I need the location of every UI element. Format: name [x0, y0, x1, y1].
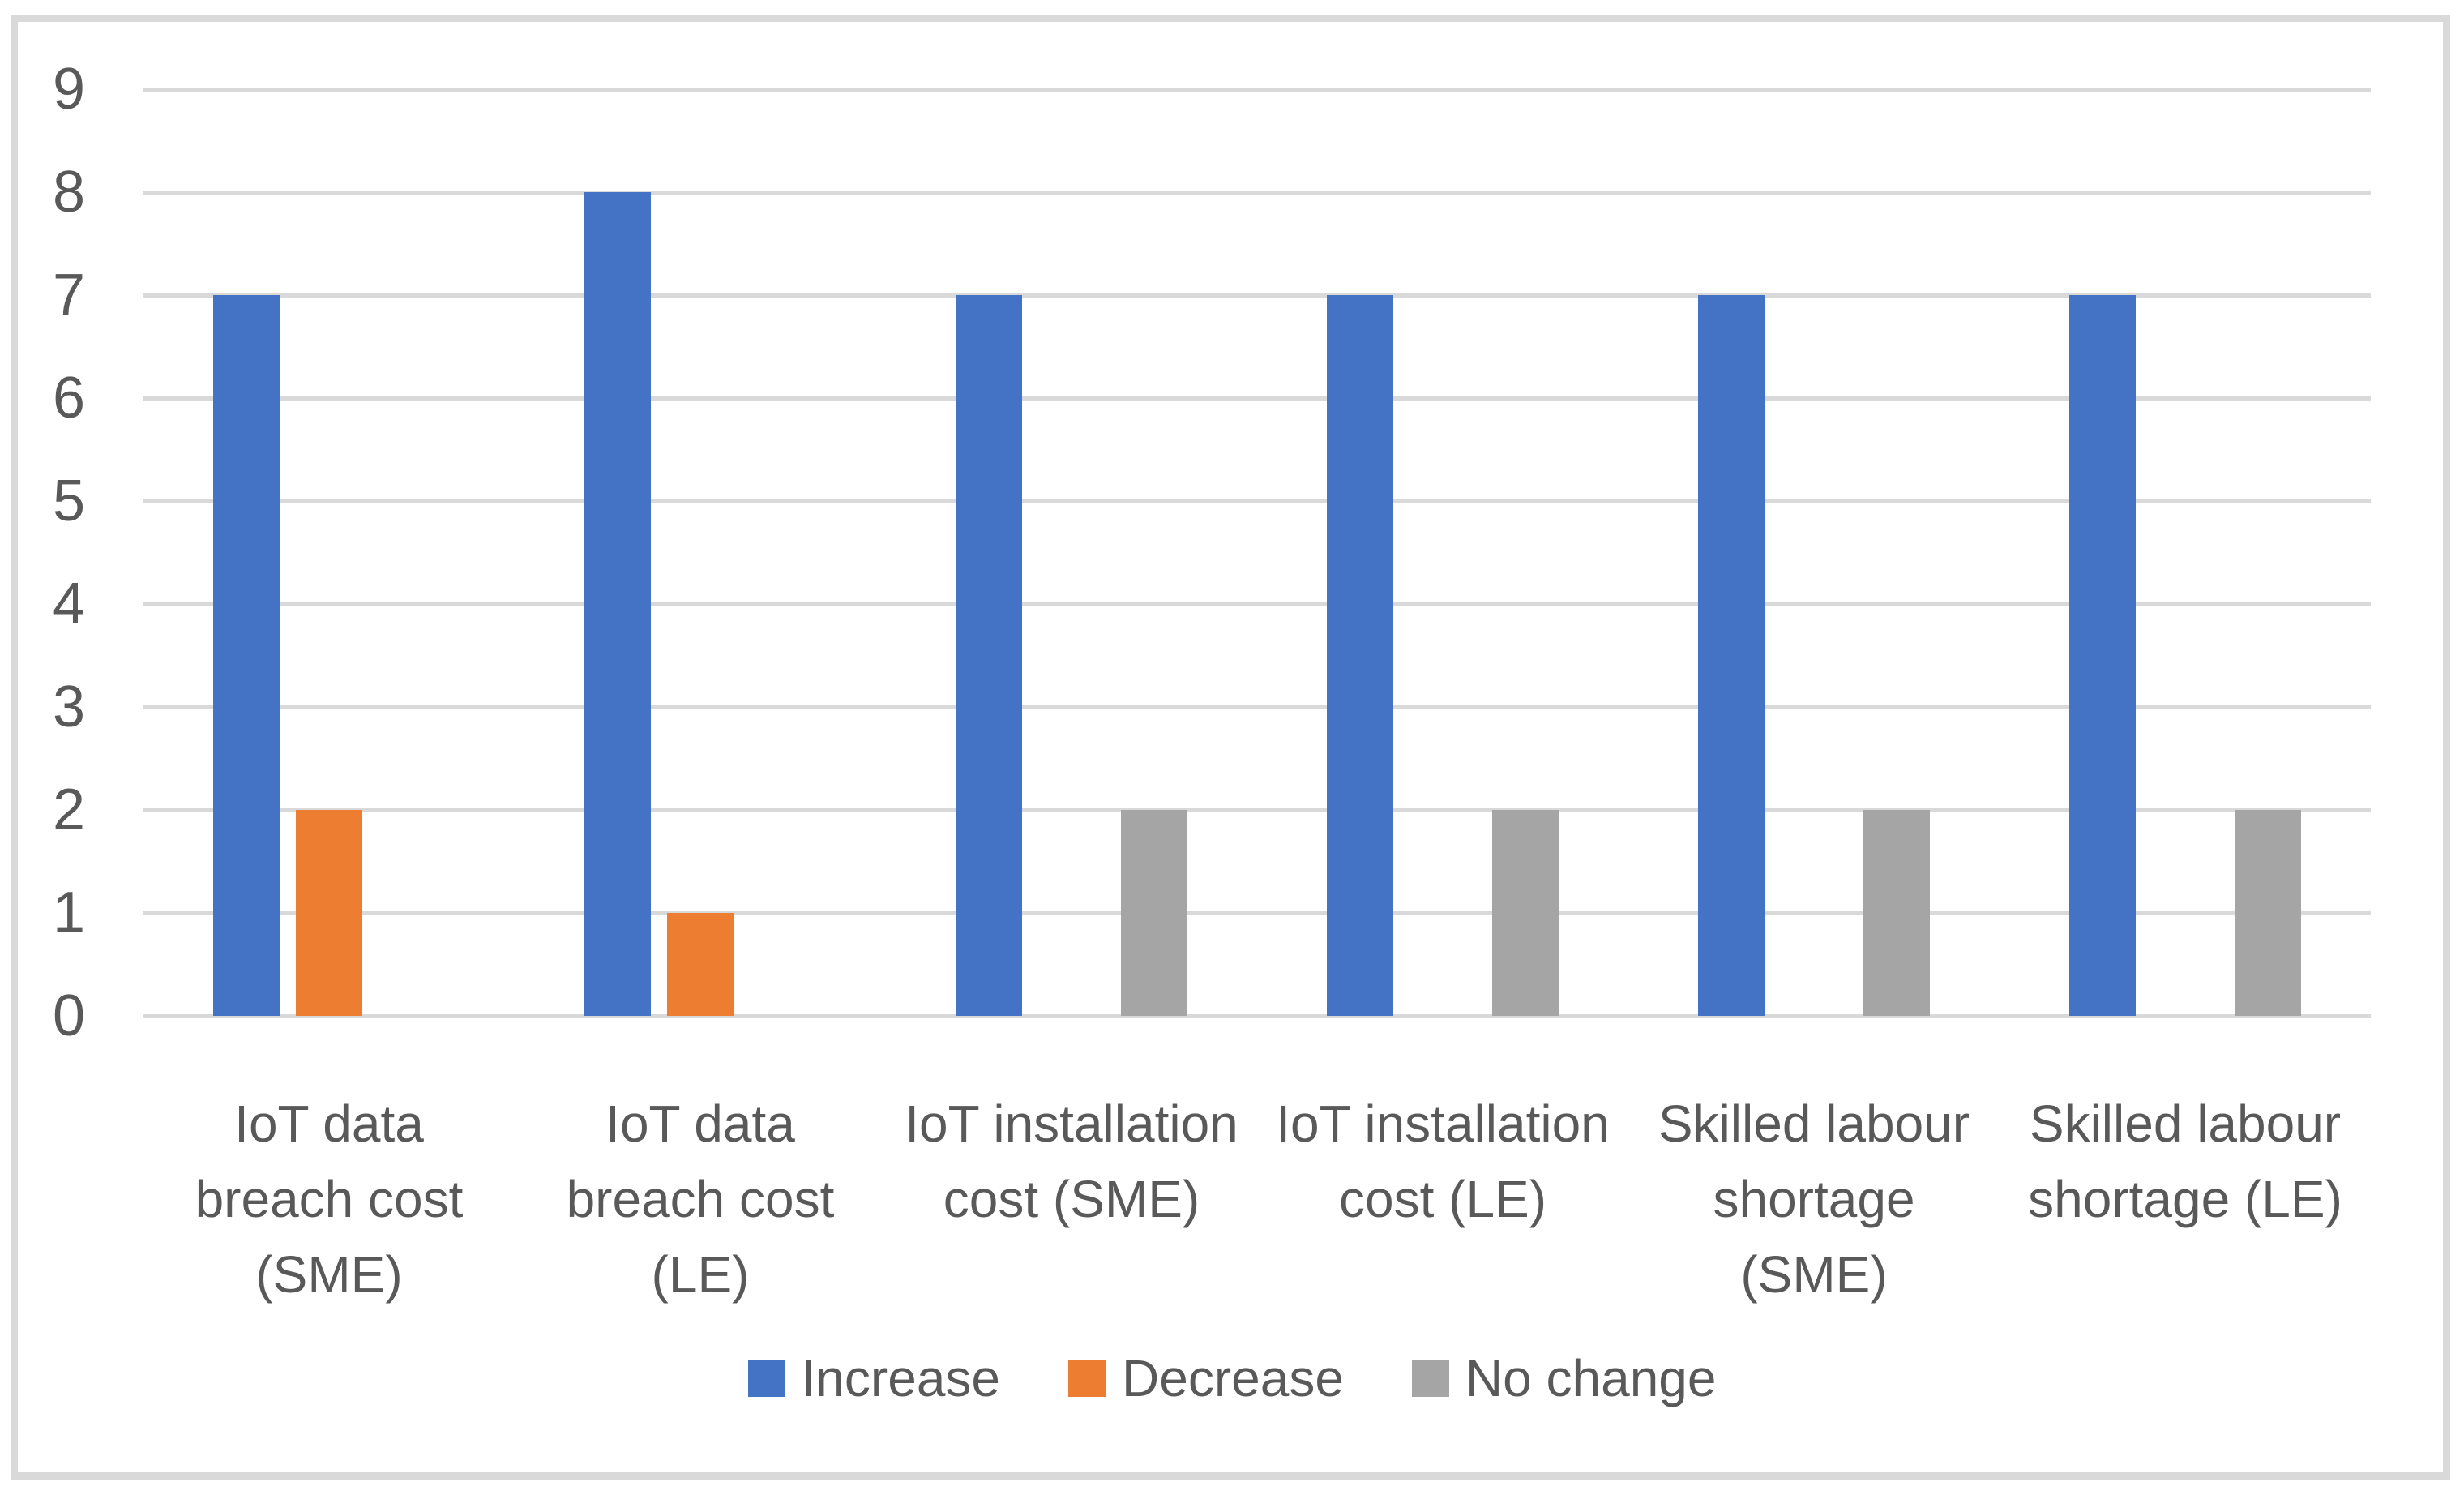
- category-label-iot-data-breach-cost-le-: IoT data breach cost (LE): [515, 1086, 886, 1313]
- category-label-line: breach cost: [195, 1170, 464, 1228]
- bar-group-6: [2000, 89, 2371, 1016]
- bar-group-4: [1257, 89, 1628, 1016]
- legend-label-increase: Increase: [801, 1349, 1000, 1407]
- bar-no-change-iot-installation-cost-le-: [1492, 810, 1559, 1016]
- chart-frame-border: [11, 15, 2450, 1480]
- bar-increase-skilled-labour-shortage-sme-: [1698, 295, 1765, 1016]
- gridline-y9: [143, 88, 2371, 92]
- category-label-line: Skilled labour: [2029, 1094, 2342, 1153]
- category-label-line: Skilled labour: [1658, 1094, 1970, 1153]
- bar-group-3: [886, 89, 1257, 1016]
- legend-label-decrease: Decrease: [1122, 1349, 1344, 1407]
- gridline-y8: [143, 191, 2371, 195]
- gridline-y0: [143, 1014, 2371, 1018]
- bar-increase-iot-installation-cost-sme-: [956, 295, 1022, 1016]
- category-label-line: breach cost: [566, 1170, 835, 1228]
- category-label-line: (SME): [1740, 1245, 1888, 1304]
- gridline-y6: [143, 396, 2371, 401]
- y-tick-label-0: 0: [52, 983, 86, 1048]
- category-label-line: IoT installation: [1276, 1094, 1610, 1153]
- category-label-line: cost (SME): [943, 1170, 1200, 1228]
- bar-group-2: [515, 89, 886, 1016]
- category-label-iot-data-breach-cost-sme-: IoT data breach cost (SME): [143, 1086, 515, 1313]
- legend: Increase Decrease No change: [0, 1342, 2464, 1415]
- category-label-line: IoT installation: [905, 1094, 1238, 1153]
- gridline-y5: [143, 499, 2371, 503]
- y-tick-label-7: 7: [52, 263, 86, 328]
- category-label-line: cost (LE): [1338, 1170, 1547, 1228]
- y-tick-label-3: 3: [52, 675, 86, 739]
- category-label-line: shortage: [1713, 1170, 1915, 1228]
- legend-swatch-no-change: [1411, 1360, 1449, 1397]
- gridline-y4: [143, 602, 2371, 606]
- legend-item-decrease: Decrease: [1068, 1352, 1344, 1404]
- category-label-iot-installation-cost-sme-: IoT installation cost (SME): [886, 1086, 1257, 1237]
- bar-no-change-iot-installation-cost-sme-: [1121, 810, 1187, 1016]
- category-label-line: IoT data: [605, 1094, 795, 1153]
- plot-area: [143, 88, 2371, 1018]
- bar-no-change-skilled-labour-shortage-le-: [2235, 810, 2301, 1016]
- category-label-line: shortage (LE): [2028, 1170, 2342, 1228]
- bar-increase-iot-data-breach-cost-le-: [584, 192, 651, 1016]
- legend-item-no-change: No change: [1411, 1349, 1717, 1407]
- y-tick-label-8: 8: [52, 160, 86, 225]
- y-tick-label-9: 9: [52, 57, 86, 122]
- bar-group-1: [143, 89, 515, 1016]
- legend-item-increase: Increase: [747, 1349, 1000, 1407]
- category-label-line: (LE): [651, 1245, 750, 1304]
- y-tick-label-4: 4: [52, 572, 86, 636]
- legend-swatch-increase: [747, 1360, 785, 1397]
- bar-decrease-iot-data-breach-cost-sme-: [296, 810, 362, 1016]
- category-label-skilled-labour-shortage-le-: Skilled labour shortage (LE): [2000, 1086, 2371, 1237]
- gridline-y7: [143, 293, 2371, 298]
- legend-label-no-change: No change: [1465, 1349, 1717, 1407]
- category-label-iot-installation-cost-le-: IoT installation cost (LE): [1257, 1086, 1628, 1237]
- y-tick-label-1: 1: [52, 880, 86, 945]
- bar-increase-iot-installation-cost-le-: [1327, 295, 1393, 1016]
- y-tick-label-5: 5: [52, 469, 86, 533]
- gridline-y1: [143, 911, 2371, 915]
- legend-swatch-decrease: [1068, 1360, 1106, 1397]
- category-label-line: IoT data: [234, 1094, 424, 1153]
- y-tick-label-2: 2: [52, 777, 86, 842]
- bar-no-change-skilled-labour-shortage-sme-: [1863, 810, 1930, 1016]
- category-label-skilled-labour-shortage-sme-: Skilled labour shortage (SME): [1628, 1086, 2000, 1313]
- bar-increase-skilled-labour-shortage-le-: [2069, 295, 2136, 1016]
- bar-increase-iot-data-breach-cost-sme-: [213, 295, 280, 1016]
- bar-decrease-iot-data-breach-cost-le-: [667, 913, 734, 1016]
- gridline-y2: [143, 808, 2371, 812]
- gridline-y3: [143, 705, 2371, 709]
- bar-group-5: [1628, 89, 2000, 1016]
- category-label-line: (SME): [255, 1245, 403, 1304]
- y-tick-label-6: 6: [52, 366, 86, 431]
